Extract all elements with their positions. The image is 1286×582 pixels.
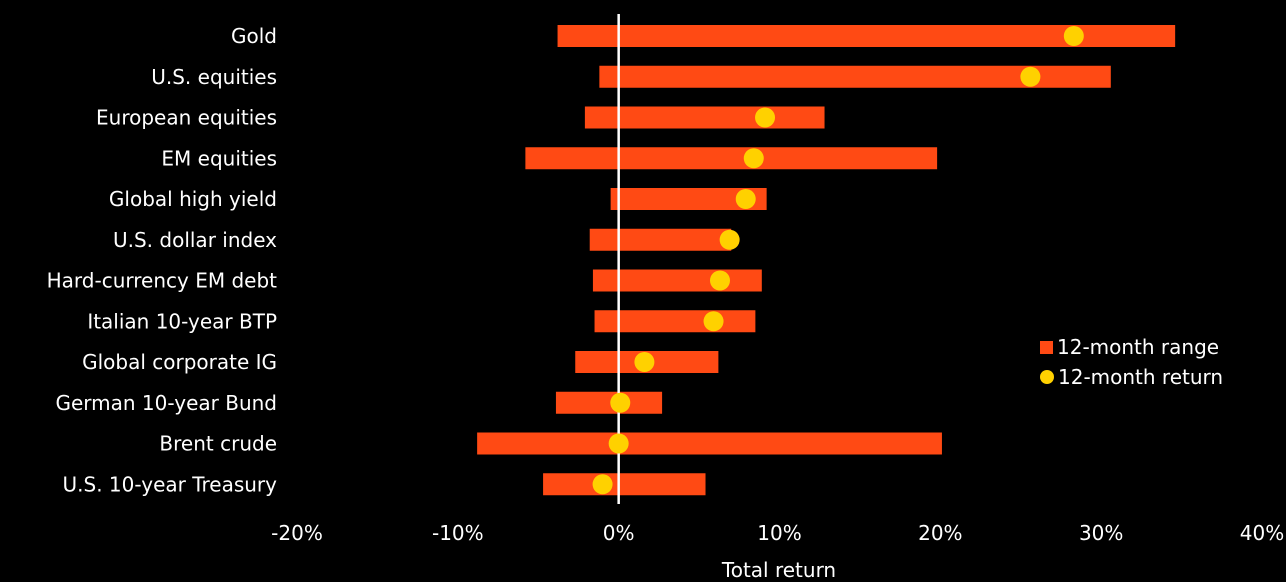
category-label: Global high yield xyxy=(109,187,277,211)
category-label: European equities xyxy=(96,106,277,130)
return-swatch xyxy=(1040,370,1054,384)
legend: 12-month range 12-month return xyxy=(1040,332,1223,392)
return-point xyxy=(608,433,629,454)
category-label: Italian 10-year BTP xyxy=(87,309,277,333)
range-bar xyxy=(525,147,938,170)
return-point xyxy=(703,311,724,332)
legend-label-return: 12-month return xyxy=(1058,365,1224,389)
category-label: Gold xyxy=(231,24,277,48)
x-tick-label: 30% xyxy=(1079,521,1123,545)
return-point xyxy=(743,148,764,169)
return-point xyxy=(1020,66,1041,87)
return-point xyxy=(709,270,730,291)
range-bar xyxy=(589,228,732,251)
x-tick-label: 0% xyxy=(603,521,635,545)
legend-item-return: 12-month return xyxy=(1040,362,1223,392)
range-bar xyxy=(543,473,706,496)
x-tick-label: -10% xyxy=(432,521,484,545)
return-point xyxy=(592,474,613,495)
return-point xyxy=(755,107,776,128)
range-swatch xyxy=(1040,340,1053,354)
return-point xyxy=(610,392,631,413)
range-bar xyxy=(584,106,825,129)
return-point xyxy=(719,229,740,250)
category-label: German 10-year Bund xyxy=(55,391,277,415)
return-point xyxy=(1063,26,1084,46)
return-point xyxy=(634,352,655,372)
category-label: Brent crude xyxy=(159,432,277,456)
category-label: EM equities xyxy=(161,146,277,170)
range-bar xyxy=(599,65,1111,88)
return-point xyxy=(735,189,756,209)
range-bar xyxy=(610,188,767,210)
legend-item-range: 12-month range xyxy=(1040,332,1223,362)
x-axis-title: Total return xyxy=(721,558,836,582)
category-label: U.S. 10-year Treasury xyxy=(63,472,278,496)
range-bar xyxy=(477,432,942,455)
x-tick-label: -20% xyxy=(271,521,323,545)
category-label: U.S. dollar index xyxy=(113,228,277,252)
x-tick-label: 20% xyxy=(918,521,962,545)
range-bar xyxy=(557,25,1176,47)
range-bar xyxy=(555,391,663,414)
category-label: Hard-currency EM debt xyxy=(47,269,278,293)
category-label: Global corporate IG xyxy=(82,350,277,374)
category-label: U.S. equities xyxy=(151,65,277,89)
legend-label-range: 12-month range xyxy=(1057,335,1220,359)
x-tick-label: 40% xyxy=(1240,521,1284,545)
x-tick-label: 10% xyxy=(757,521,801,545)
